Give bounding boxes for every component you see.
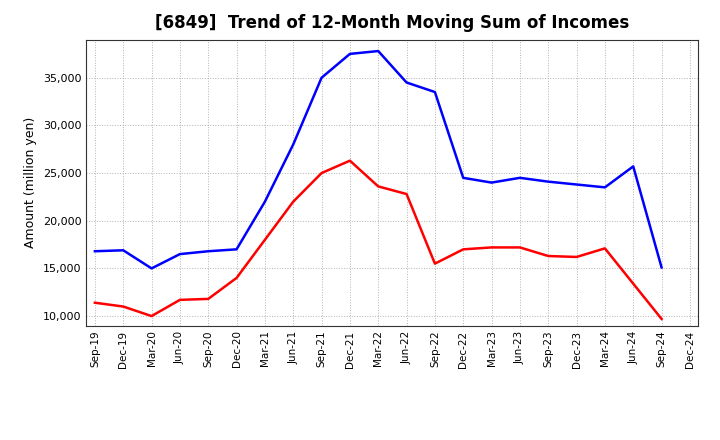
Net Income: [233, 275, 241, 281]
Ordinary Income: [176, 251, 184, 257]
Ordinary Income: [148, 266, 156, 271]
Ordinary Income: [91, 249, 99, 254]
Net Income: [176, 297, 184, 303]
Ordinary Income: [629, 164, 637, 169]
Ordinary Income: [544, 179, 552, 184]
Line: Ordinary Income: Ordinary Income: [95, 51, 662, 268]
Net Income: [148, 313, 156, 319]
Ordinary Income: [657, 265, 666, 270]
Net Income: [119, 304, 127, 309]
Ordinary Income: [487, 180, 496, 185]
Ordinary Income: [431, 89, 439, 95]
Net Income: [657, 316, 666, 322]
Net Income: [289, 199, 297, 204]
Ordinary Income: [233, 247, 241, 252]
Ordinary Income: [204, 249, 212, 254]
Net Income: [431, 261, 439, 266]
Ordinary Income: [374, 48, 382, 54]
Net Income: [600, 246, 609, 251]
Title: [6849]  Trend of 12-Month Moving Sum of Incomes: [6849] Trend of 12-Month Moving Sum of I…: [156, 15, 629, 33]
Line: Net Income: Net Income: [95, 161, 662, 319]
Ordinary Income: [318, 75, 326, 81]
Net Income: [374, 184, 382, 189]
Net Income: [318, 170, 326, 176]
Net Income: [204, 296, 212, 301]
Y-axis label: Amount (million yen): Amount (million yen): [24, 117, 37, 248]
Ordinary Income: [572, 182, 581, 187]
Ordinary Income: [459, 175, 467, 180]
Ordinary Income: [119, 248, 127, 253]
Ordinary Income: [600, 185, 609, 190]
Net Income: [459, 247, 467, 252]
Ordinary Income: [289, 142, 297, 147]
Ordinary Income: [516, 175, 524, 180]
Net Income: [346, 158, 354, 163]
Net Income: [91, 300, 99, 305]
Ordinary Income: [402, 80, 411, 85]
Net Income: [487, 245, 496, 250]
Net Income: [261, 237, 269, 242]
Ordinary Income: [346, 51, 354, 56]
Net Income: [402, 191, 411, 197]
Net Income: [544, 253, 552, 259]
Ordinary Income: [261, 199, 269, 204]
Net Income: [516, 245, 524, 250]
Net Income: [572, 254, 581, 260]
